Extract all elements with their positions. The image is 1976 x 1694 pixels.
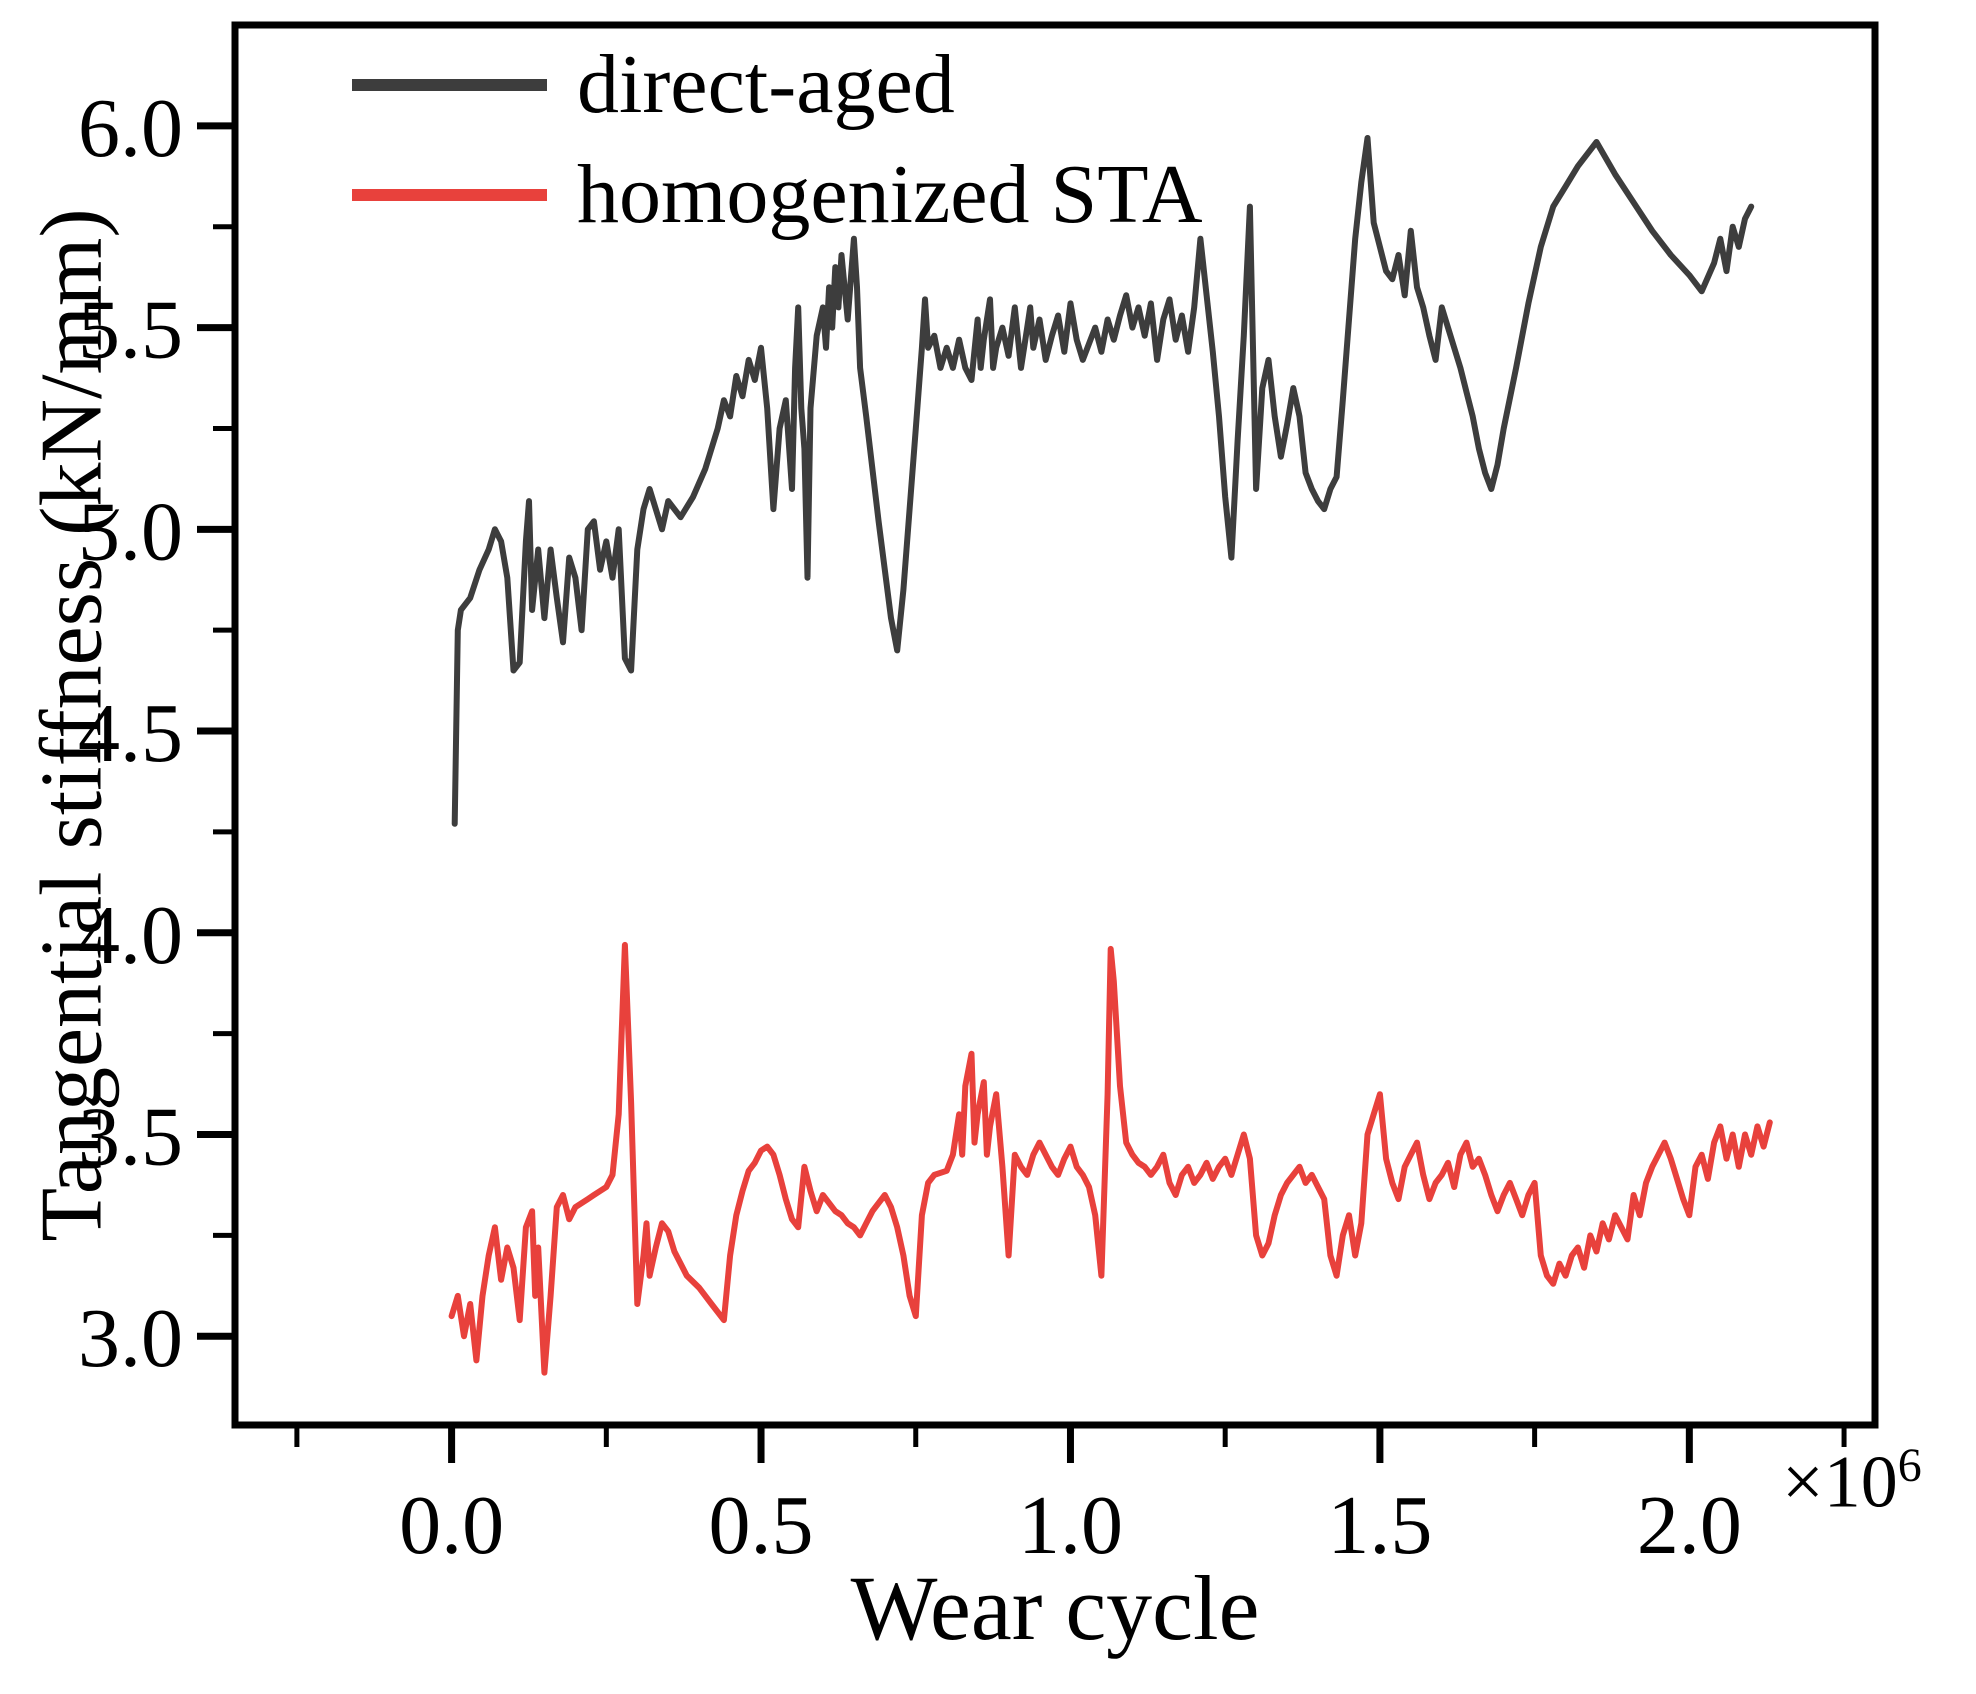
plot-frame bbox=[231, 21, 1879, 1429]
x-tick-label: 0.0 bbox=[399, 1479, 504, 1572]
y-tick-label: 5.0 bbox=[78, 485, 183, 578]
legend-item-homogenized-sta: homogenized STA bbox=[352, 140, 1203, 250]
legend-label-direct-aged: direct-aged bbox=[577, 38, 955, 131]
legend-line-swatch-direct-aged bbox=[352, 79, 547, 91]
x-axis-offset-exponent: 6 bbox=[1897, 1439, 1922, 1492]
x-tick-label: 1.0 bbox=[1018, 1479, 1123, 1572]
y-tick-label: 5.5 bbox=[78, 284, 183, 377]
legend-item-direct-aged: direct-aged bbox=[352, 30, 1203, 140]
y-tick-label: 3.0 bbox=[78, 1292, 183, 1385]
y-tick-label: 4.5 bbox=[78, 687, 183, 780]
legend-line-swatch-homogenized-sta bbox=[352, 189, 547, 201]
x-axis-offset-label: ×106 bbox=[1782, 1438, 1922, 1526]
series-line-direct-aged bbox=[451, 135, 1755, 827]
x-tick-label: 0.5 bbox=[709, 1479, 814, 1572]
y-tick-label: 3.5 bbox=[78, 1091, 183, 1184]
x-tick-label: 2.0 bbox=[1637, 1479, 1742, 1572]
x-tick-label: 1.5 bbox=[1327, 1479, 1432, 1572]
x-axis-offset-base: ×10 bbox=[1782, 1441, 1898, 1524]
legend: direct-aged homogenized STA bbox=[352, 30, 1203, 250]
y-axis-title: Tangential stiffness (kN/mm) bbox=[23, 208, 121, 1242]
legend-label-homogenized-sta: homogenized STA bbox=[577, 148, 1203, 241]
x-axis-title: Wear cycle bbox=[850, 1557, 1260, 1659]
y-tick-label: 6.0 bbox=[78, 82, 183, 175]
y-tick-label: 4.0 bbox=[78, 889, 183, 982]
series-line-homogenized-sta bbox=[448, 941, 1773, 1376]
